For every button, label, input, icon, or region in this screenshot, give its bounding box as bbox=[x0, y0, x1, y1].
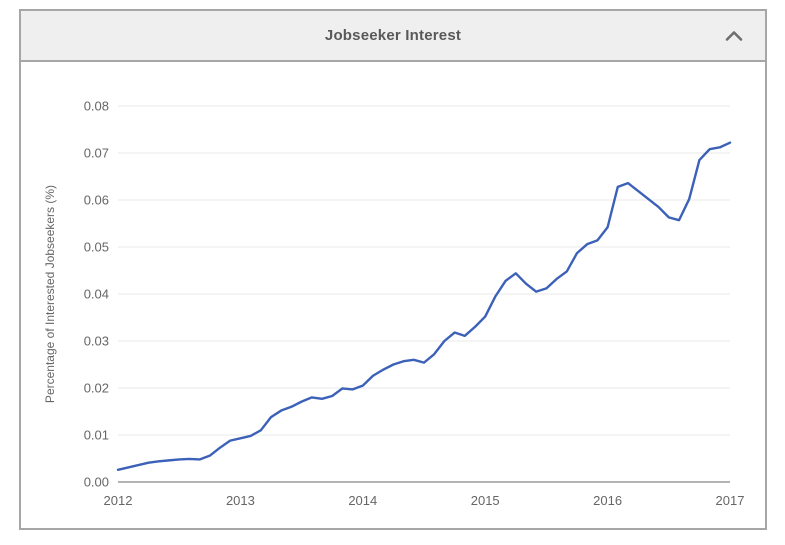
y-axis-tick-label: 0.06 bbox=[84, 193, 109, 208]
chevron-up-icon[interactable] bbox=[725, 30, 743, 41]
x-axis-tick-label: 2014 bbox=[348, 493, 377, 508]
y-axis-tick-label: 0.07 bbox=[84, 146, 109, 161]
x-axis-tick-label: 2012 bbox=[104, 493, 133, 508]
y-axis-tick-label: 0.02 bbox=[84, 381, 109, 396]
y-axis-title: Percentage of Interested Jobseekers (%) bbox=[43, 185, 57, 403]
x-axis-tick-label: 2013 bbox=[226, 493, 255, 508]
panel-title: Jobseeker Interest bbox=[324, 27, 462, 44]
y-axis-tick-label: 0.01 bbox=[84, 428, 109, 443]
jobseeker-interest-line-chart: 0.00 0.01 0.02 0.03 0.04 0.05 0.06 0.07 0.08 2012… bbox=[43, 99, 745, 509]
chart-container: 0.00 0.01 0.02 0.03 0.04 0.05 0.06 0.07 0.08 2012… bbox=[21, 62, 765, 528]
y-axis-tick-label: 0.08 bbox=[84, 99, 109, 114]
y-axis-tick-label: 0.04 bbox=[84, 287, 109, 302]
x-axis-tick-label: 2015 bbox=[471, 493, 500, 508]
y-axis-tick-label: 0.03 bbox=[84, 334, 109, 349]
x-axis-tick-label: 2017 bbox=[716, 493, 745, 508]
jobseeker-interest-panel: Jobseeker Interest 0.00 0.01 0.02 0.03 0.04 0… bbox=[19, 9, 767, 530]
jobseeker-interest-series-line bbox=[116, 141, 732, 471]
y-axis-tick-label: 0.05 bbox=[84, 240, 109, 255]
y-axis-tick-label: 0.00 bbox=[84, 475, 109, 490]
panel-header: Jobseeker Interest bbox=[21, 11, 765, 62]
x-axis-tick-label: 2016 bbox=[593, 493, 622, 508]
